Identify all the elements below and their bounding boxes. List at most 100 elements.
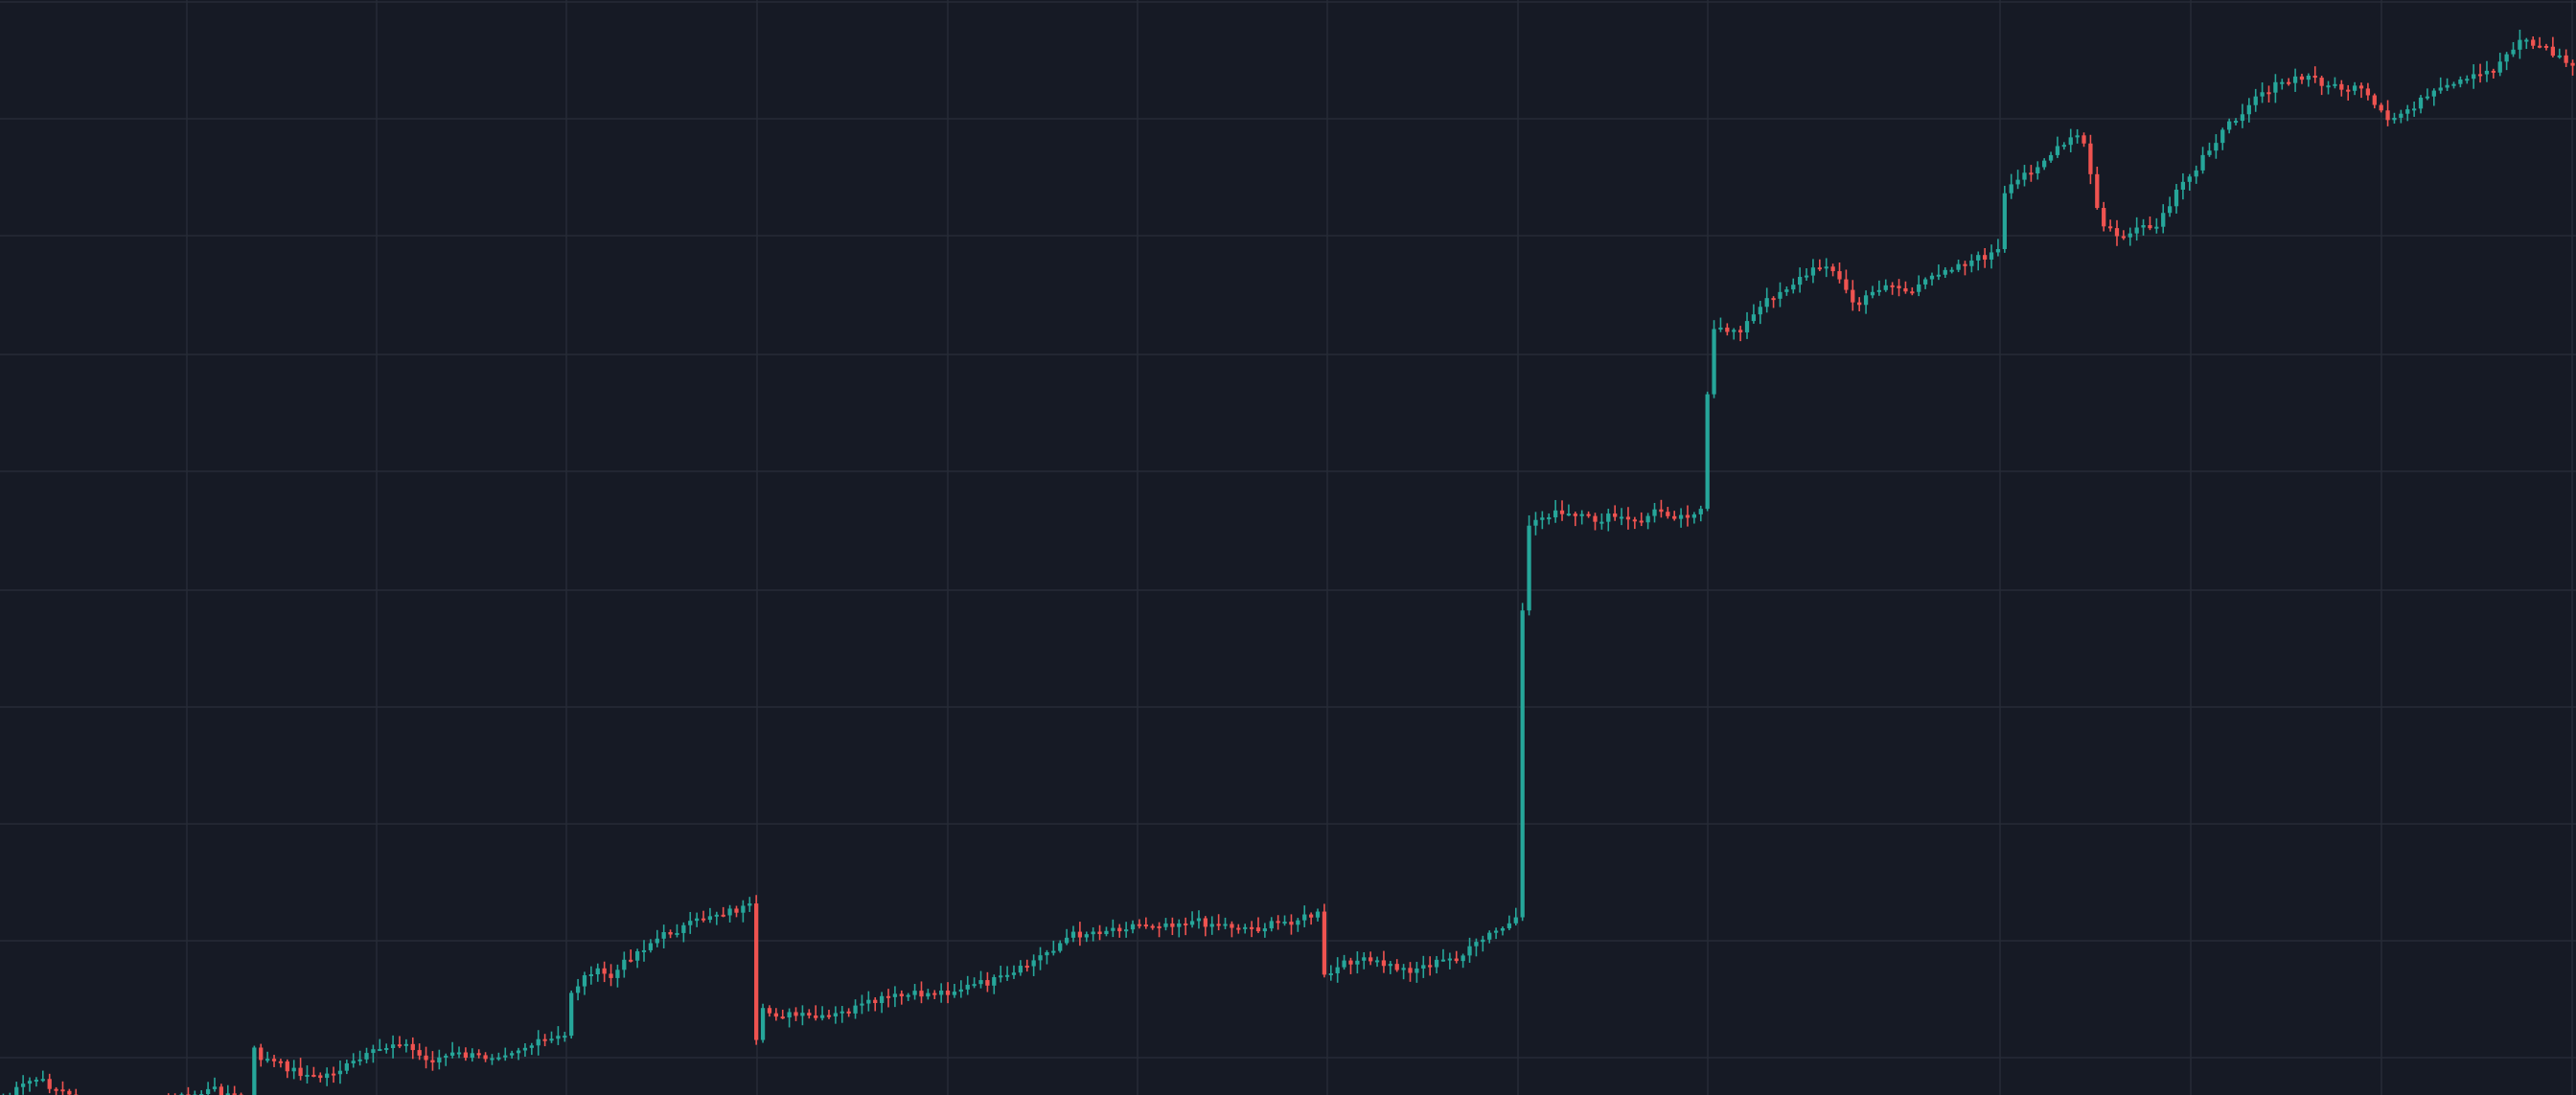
candle-up (2472, 74, 2476, 80)
candle-up (390, 1044, 396, 1049)
candle-up (510, 1053, 515, 1056)
candle-down (1737, 330, 1743, 332)
candle-up (1995, 249, 2001, 253)
candle-up (575, 986, 581, 993)
candle-up (1547, 517, 1552, 520)
candle-down (1394, 964, 1399, 970)
candle-up (1189, 921, 1195, 925)
candle-down (1143, 924, 1148, 927)
candle-up (1084, 934, 1089, 938)
candle-up (1917, 284, 1921, 292)
candle-up (2273, 81, 2278, 93)
candle-down (1659, 509, 1664, 513)
candle-up (2174, 189, 2179, 207)
candle-up (40, 1079, 45, 1082)
candle-up (357, 1059, 362, 1061)
candle-down (629, 959, 633, 962)
candle-up (1969, 260, 1974, 266)
candle-up (1579, 513, 1584, 516)
candle-up (2484, 70, 2490, 75)
candle-up (2055, 146, 2060, 155)
candle-up (1744, 321, 1750, 332)
candle-up (2399, 113, 2404, 118)
candle-up (1467, 946, 1472, 956)
candle-up (2451, 83, 2456, 86)
candle-down (463, 1052, 469, 1059)
candle-up (2412, 108, 2417, 111)
candle-up (1004, 974, 1010, 977)
candle-up (1269, 921, 1274, 929)
candle-up (337, 1070, 343, 1075)
candle-up (1335, 967, 1340, 973)
candle-up (2194, 170, 2198, 177)
candle-up (27, 1081, 33, 1084)
candle-up (1691, 513, 1697, 518)
candle-up (1949, 269, 1954, 272)
candle-down (1117, 927, 1122, 932)
candle-down (2531, 39, 2536, 46)
candle-up (1296, 920, 1300, 925)
candle-down (1897, 285, 1901, 288)
candle-down (2385, 110, 2390, 121)
candle-down (1454, 958, 1459, 962)
candle-up (595, 968, 600, 975)
candle-up (2504, 54, 2509, 62)
candle-up (1929, 275, 1935, 280)
candle-down (2319, 78, 2324, 86)
candle-up (2253, 96, 2258, 105)
candle-up (1460, 955, 1465, 962)
candle-up (1513, 917, 1518, 924)
candle-down (1348, 960, 1353, 965)
candle-down (278, 1061, 284, 1063)
candle-down (483, 1055, 488, 1060)
candle-up (1111, 927, 1116, 931)
candle-up (707, 916, 713, 921)
candle-up (2438, 87, 2443, 91)
candle-up (860, 1003, 864, 1006)
candle-down (1586, 513, 1591, 516)
candle-down (826, 1015, 832, 1017)
candle-up (1177, 923, 1182, 927)
candle-up (1124, 929, 1129, 932)
candle-down (846, 1011, 851, 1014)
candle-up (675, 932, 679, 935)
candle-down (430, 1060, 435, 1063)
candle-up (2200, 154, 2205, 171)
candle-up (444, 1055, 448, 1058)
candle-down (2088, 143, 2093, 174)
candle-up (912, 991, 917, 995)
candle-up (14, 1086, 19, 1095)
candle-down (542, 1038, 547, 1041)
candle-up (741, 905, 746, 913)
candle-up (2227, 121, 2232, 130)
candle-up (965, 984, 970, 990)
candle-up (2246, 104, 2251, 115)
candle-down (1203, 918, 1208, 927)
candle-up (1863, 295, 1869, 306)
candle-down (1817, 267, 1822, 270)
candle-up (2048, 154, 2054, 161)
candle-down (1368, 957, 1373, 962)
candle-down (1725, 327, 1730, 332)
candle-down (2082, 135, 2086, 144)
candle-up (1606, 513, 1611, 522)
candle-down (1137, 924, 1142, 926)
candle-up (748, 903, 752, 906)
candle-up (681, 924, 686, 933)
candle-down (2107, 226, 2113, 229)
candle-up (2292, 76, 2298, 83)
candle-down (1573, 513, 1577, 516)
candle-down (2148, 225, 2152, 229)
candle-up (325, 1073, 330, 1079)
candle-up (1487, 932, 1492, 940)
candle-up (490, 1058, 494, 1061)
candle-up (1209, 924, 1214, 927)
candle-up (1481, 939, 1485, 943)
candle-up (2557, 55, 2562, 57)
candle-up (2445, 84, 2450, 88)
candle-up (1652, 509, 1657, 516)
candle-up (1362, 957, 1367, 961)
